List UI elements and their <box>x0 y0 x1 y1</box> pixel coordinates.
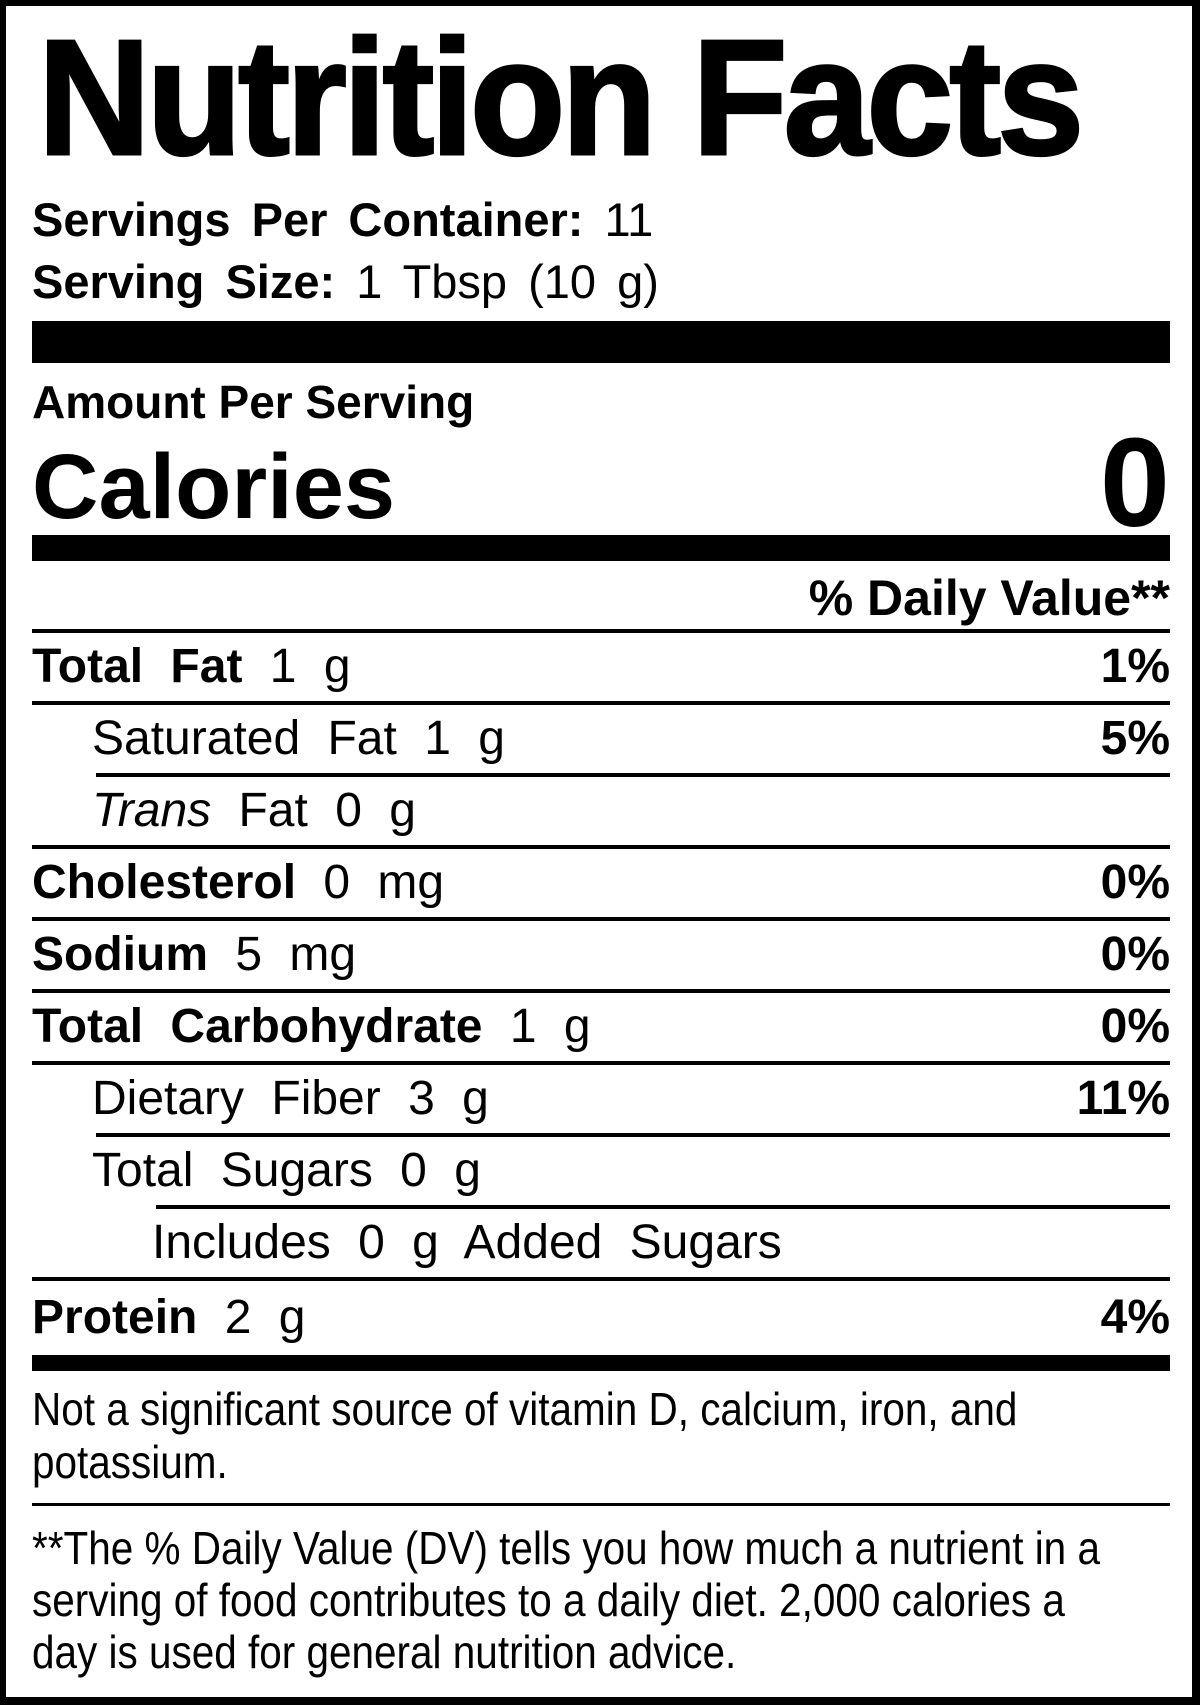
calories-row: Calories 0 <box>32 412 1170 553</box>
nutrient-name: Cholesterol <box>32 856 297 909</box>
nutrient-name: Total Fat <box>32 640 243 693</box>
nutrient-row-cholesterol: Cholesterol 0 mg 0% <box>32 849 1170 917</box>
nutrient-amount: 3 g <box>408 1072 489 1125</box>
nutrient-amount: 1 g <box>424 712 505 765</box>
nutrient-name: Fat <box>238 784 308 837</box>
nutrient-name: Sodium <box>32 928 208 981</box>
nutrient-table: Total Fat 1 g 1% Saturated Fat 1 g 5% Trans … <box>32 633 1170 1355</box>
nutrient-row-includes-0-g-added-sugars: Includes 0 g Added Sugars <box>32 1209 1170 1277</box>
text-line: **The % Daily Value (DV) tells you how m… <box>32 1522 1170 1574</box>
nutrient-daily-value: 11% <box>1076 1072 1170 1125</box>
nutrient-name-amount: Total Sugars 0 g <box>92 1147 481 1195</box>
label-title: Nutrition Facts <box>37 6 1086 189</box>
calories-value: 0 <box>1099 412 1170 553</box>
daily-value-footnote: **The % Daily Value (DV) tells you how m… <box>32 1522 1170 1678</box>
text-line-content: Not a significant source of vitamin D, c… <box>32 1383 1018 1435</box>
text-line: Not a significant source of vitamin D, c… <box>32 1383 1170 1436</box>
nutrient-name-amount: Cholesterol 0 mg <box>32 859 444 907</box>
text-line: potassium. <box>32 1436 1170 1489</box>
nutrient-name-amount: Total Fat 1 g <box>32 643 351 691</box>
nutrient-row-trans-fat: Trans Fat 0 g <box>32 777 1170 845</box>
servings-per-container-value: 11 <box>604 193 654 246</box>
nutrient-daily-value: 0% <box>1100 856 1170 909</box>
nutrient-name-amount: Includes 0 g Added Sugars <box>152 1219 782 1267</box>
nutrient-row-total-carbohydrate: Total Carbohydrate 1 g 0% <box>32 993 1170 1061</box>
nutrient-amount: 0 mg <box>323 856 445 909</box>
nutrient-row-sodium: Sodium 5 mg 0% <box>32 921 1170 989</box>
servings-per-container-line: Servings Per Container: 11 <box>32 189 1170 251</box>
nutrient-name: Includes 0 g Added Sugars <box>152 1216 782 1269</box>
nutrient-name-amount: Trans Fat 0 g <box>92 787 416 835</box>
row-divider <box>32 845 1170 849</box>
nutrient-name-amount: Total Carbohydrate 1 g <box>32 1003 591 1051</box>
text-line: day is used for general nutrition advice… <box>32 1626 1170 1678</box>
nutrient-name-amount: Sodium 5 mg <box>32 931 356 979</box>
row-divider <box>96 773 1170 777</box>
serving-size-value: 1 Tbsp (10 g) <box>356 255 659 308</box>
nutrient-daily-value: 0% <box>1100 928 1170 981</box>
daily-value-header: % Daily Value** <box>32 573 1170 633</box>
servings-per-container-label: Servings Per Container: <box>32 193 584 246</box>
nutrient-name: Dietary Fiber <box>92 1072 381 1125</box>
not-significant-note: Not a significant source of vitamin D, c… <box>32 1383 1170 1489</box>
nutrient-row-protein: Protein 2 g 4% <box>32 1281 1170 1355</box>
nutrient-amount: 5 mg <box>235 928 357 981</box>
nutrient-daily-value: 4% <box>1100 1291 1170 1344</box>
row-divider <box>96 1133 1170 1137</box>
row-divider <box>156 1205 1170 1209</box>
text-line: serving of food contributes to a daily d… <box>32 1574 1170 1626</box>
thick-divider-top <box>32 321 1170 363</box>
serving-size-label: Serving Size: <box>32 255 336 308</box>
nutrient-name-amount: Protein 2 g <box>32 1294 305 1342</box>
thick-divider-bottom <box>32 1355 1170 1371</box>
row-divider <box>32 1061 1170 1065</box>
text-line-content: serving of food contributes to a daily d… <box>32 1574 1065 1626</box>
nutrient-daily-value: 5% <box>1100 712 1170 765</box>
footnote-divider <box>32 1503 1170 1506</box>
serving-info: Servings Per Container: 11 Serving Size:… <box>32 189 1170 313</box>
calories-label: Calories <box>32 436 396 538</box>
nutrient-name: Total Sugars <box>92 1144 373 1197</box>
nutrient-amount: 0 g <box>400 1144 481 1197</box>
thick-divider-mid <box>32 535 1170 561</box>
row-divider <box>32 989 1170 993</box>
nutrient-row-saturated-fat: Saturated Fat 1 g 5% <box>32 705 1170 773</box>
nutrient-name: Protein <box>32 1291 198 1344</box>
nutrient-name-amount: Dietary Fiber 3 g <box>92 1075 489 1123</box>
text-line-content: potassium. <box>32 1436 228 1488</box>
row-divider <box>32 1277 1170 1281</box>
nutrient-amount: 2 g <box>224 1291 306 1344</box>
amount-per-serving-heading: Amount Per Serving <box>32 376 475 428</box>
nutrient-row-total-sugars: Total Sugars 0 g <box>32 1137 1170 1205</box>
nutrient-row-total-fat: Total Fat 1 g 1% <box>32 633 1170 701</box>
row-divider <box>32 917 1170 921</box>
text-line-content: day is used for general nutrition advice… <box>32 1626 737 1678</box>
nutrient-amount: 1 g <box>509 1000 591 1053</box>
row-divider <box>32 701 1170 705</box>
serving-size-line: Serving Size: 1 Tbsp (10 g) <box>32 251 1170 313</box>
nutrient-name: Saturated Fat <box>92 712 397 765</box>
nutrient-name-amount: Saturated Fat 1 g <box>92 715 505 763</box>
nutrient-amount: 0 g <box>335 784 416 837</box>
text-line-content: **The % Daily Value (DV) tells you how m… <box>32 1522 1100 1574</box>
nutrient-name-italic: Trans <box>92 784 212 837</box>
nutrient-daily-value: 0% <box>1100 1000 1170 1053</box>
nutrient-daily-value: 1% <box>1100 640 1170 693</box>
nutrient-name: Total Carbohydrate <box>32 1000 483 1053</box>
nutrient-amount: 1 g <box>269 640 351 693</box>
nutrient-row-dietary-fiber: Dietary Fiber 3 g 11% <box>32 1065 1170 1133</box>
